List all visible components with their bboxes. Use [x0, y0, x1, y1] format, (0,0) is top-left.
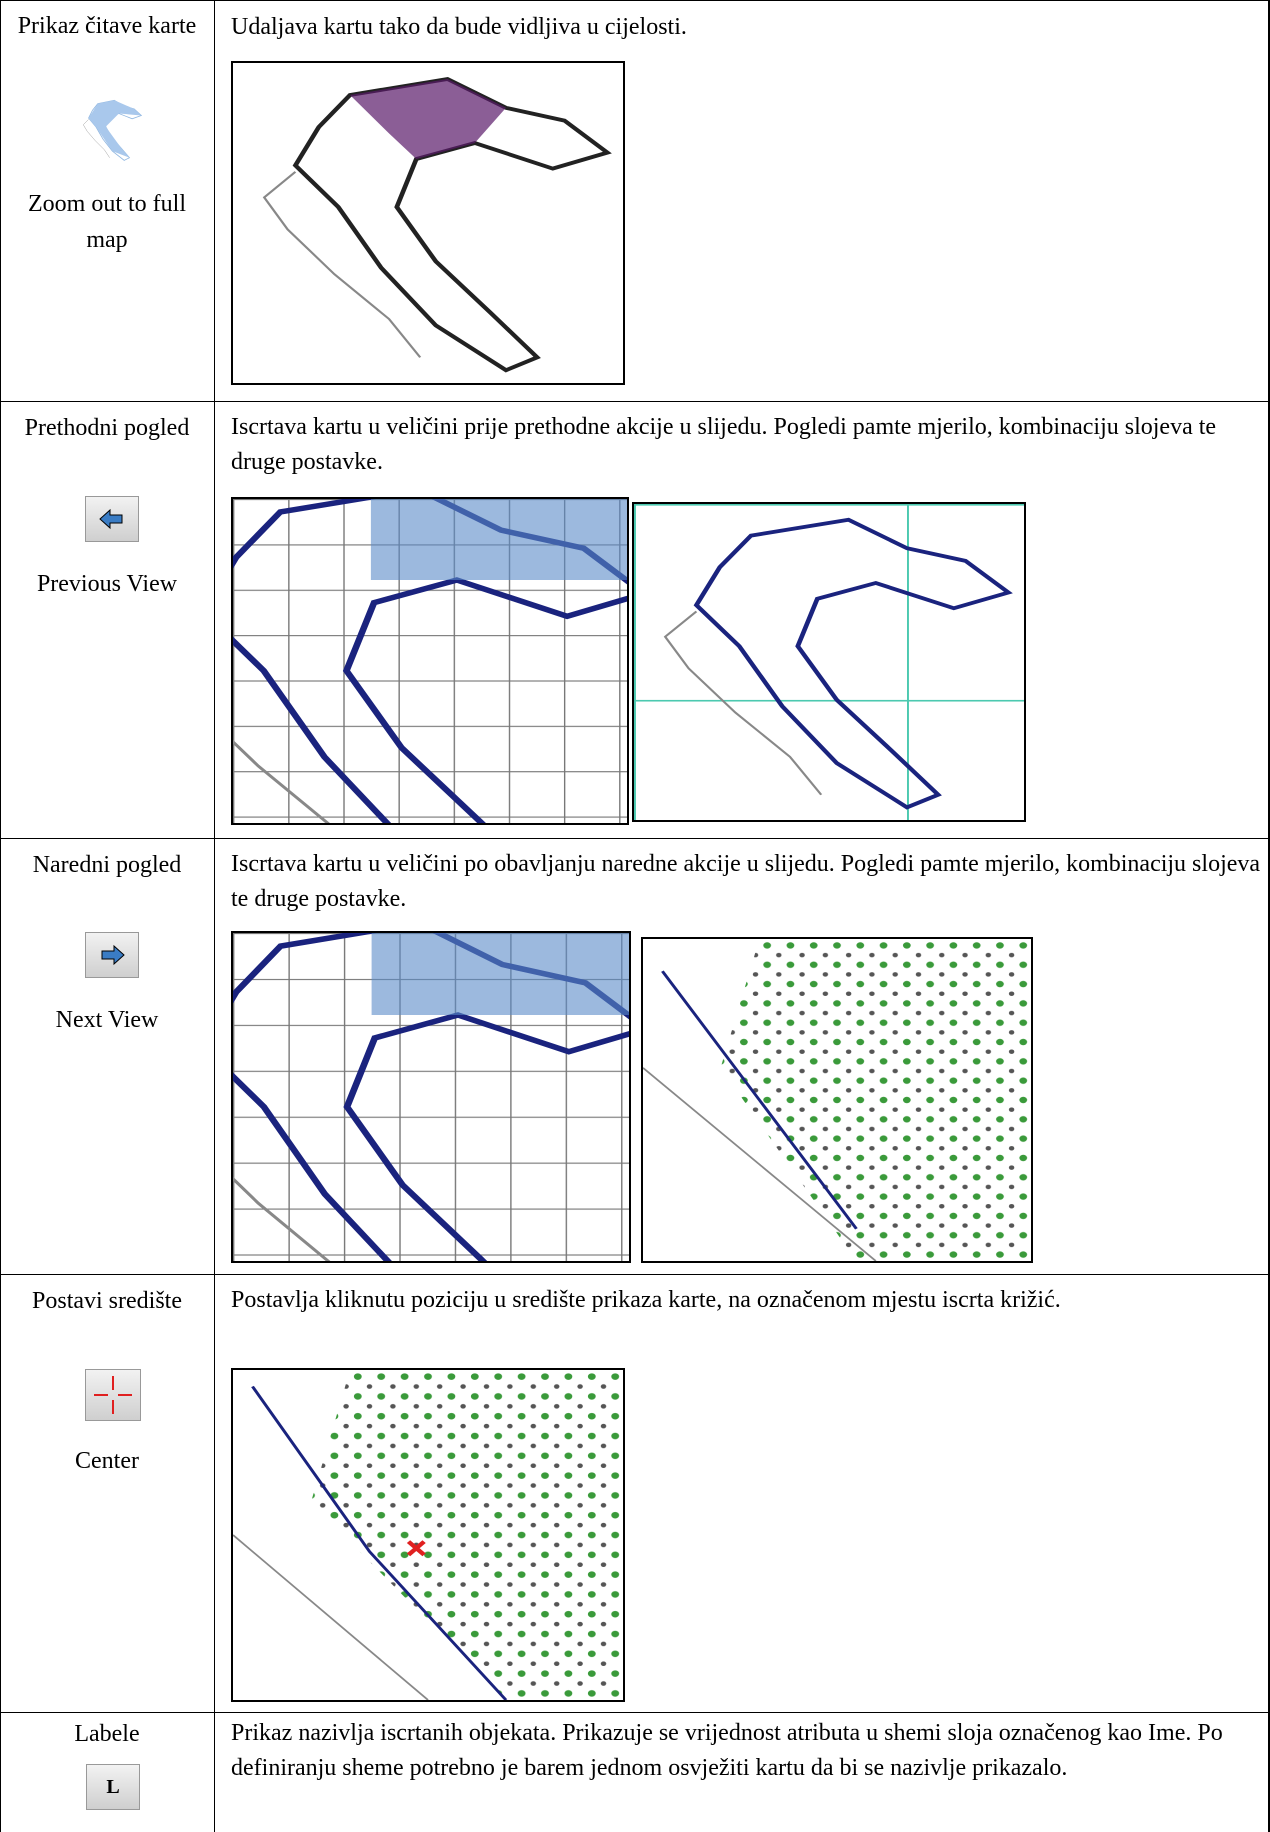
row-label: Labele — [0, 1716, 214, 1752]
row-label: Naredni pogled — [0, 847, 214, 883]
row-label: Postavi središte — [0, 1283, 214, 1319]
icon — [76, 97, 146, 163]
icon-button — [85, 932, 139, 978]
border — [0, 1274, 1270, 1275]
row-label-en: Center — [0, 1443, 214, 1479]
row-label: Prikaz čitave karte — [0, 8, 214, 44]
description: Iscrtava kartu u veličini po obavljanju … — [231, 847, 1261, 917]
border — [214, 0, 215, 1832]
icon-button — [85, 1369, 141, 1421]
border — [0, 1712, 1270, 1713]
icon-button: L — [86, 1764, 140, 1810]
row-label-en: Previous View — [0, 566, 214, 602]
row-label-en: Next View — [0, 1002, 214, 1038]
description: Iscrtava kartu u veličini prije prethodn… — [231, 410, 1261, 480]
border — [0, 401, 1270, 402]
row-label-en: Zoom out to full map — [0, 186, 214, 258]
map-image — [231, 61, 625, 385]
page: Prikaz čitave karte Zoom out to full map… — [0, 0, 1270, 1832]
map-image — [231, 1368, 625, 1702]
border — [0, 838, 1270, 839]
map-image — [632, 502, 1026, 822]
description: Udaljava kartu tako da bude vidljiva u c… — [231, 10, 1261, 45]
row-label: Prethodni pogled — [0, 410, 214, 446]
description: Postavlja kliknutu poziciju u središte p… — [231, 1283, 1261, 1318]
border — [0, 0, 1270, 1]
map-image — [231, 497, 629, 825]
map-image — [641, 937, 1033, 1263]
icon-button — [85, 496, 139, 542]
border — [0, 0, 1, 1832]
description: Prikaz nazivlja iscrtanih objekata. Prik… — [231, 1716, 1261, 1786]
map-image — [231, 931, 631, 1263]
